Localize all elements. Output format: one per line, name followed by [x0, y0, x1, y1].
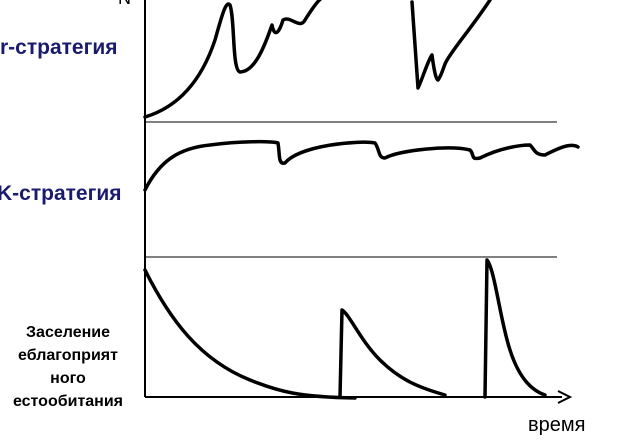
row-label: K-стратегия [0, 182, 122, 205]
r-curve [410, 0, 492, 90]
x-label: время [528, 414, 585, 436]
settle-curve [483, 258, 547, 399]
row-label: r-стратегия [0, 36, 118, 59]
y-label: N [118, 0, 131, 8]
row-label: еблагоприят [18, 347, 118, 364]
r-curve [143, 0, 323, 119]
row-label: ного [50, 370, 86, 387]
x-arrow [557, 390, 573, 404]
row-label: Заселение [26, 324, 110, 341]
row-label: естообитания [13, 393, 123, 410]
settle-curve [143, 268, 447, 400]
k-curve [143, 139, 580, 192]
